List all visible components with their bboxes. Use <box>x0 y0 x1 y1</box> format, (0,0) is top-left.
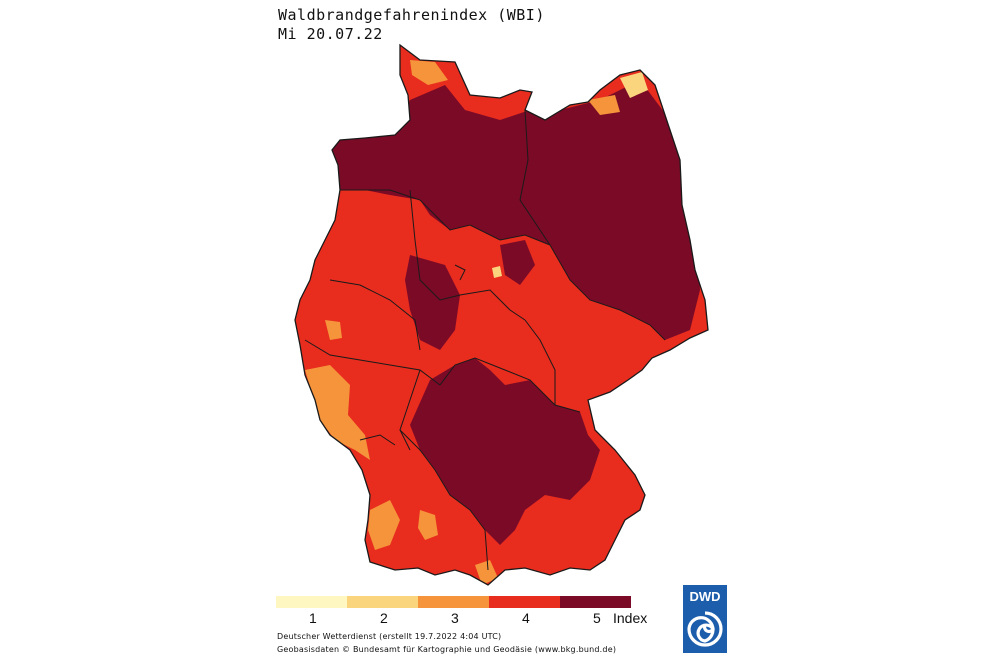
legend-swatch-2 <box>347 596 418 608</box>
legend-label-1: 1 <box>309 610 317 626</box>
map-title: Waldbrandgefahrenindex (WBI) <box>278 6 545 24</box>
legend-swatch-5 <box>560 596 631 608</box>
region-class-5-central <box>500 240 535 285</box>
region-class-3-rhein <box>325 320 342 340</box>
legend-label-5: 5 <box>593 610 601 626</box>
legend-label-4: 4 <box>522 610 530 626</box>
region-class-5-bavaria <box>410 358 600 545</box>
legend-unit: Index <box>613 610 648 626</box>
legend-swatch-3 <box>418 596 489 608</box>
germany-fire-danger-map <box>294 43 709 586</box>
region-class-3-blackforest <box>368 500 400 550</box>
region-class-3-alps <box>475 560 498 585</box>
region-class-5-west <box>405 255 460 350</box>
region-class-3-pomerania <box>588 95 620 115</box>
color-legend <box>276 596 631 608</box>
region-class-2-ruegen <box>620 72 648 98</box>
region-class-3-southwest <box>305 365 370 460</box>
dwd-swirl-icon <box>687 611 723 647</box>
legend-label-2: 2 <box>380 610 388 626</box>
legend-label-3: 3 <box>451 610 459 626</box>
dwd-logo: DWD <box>683 585 727 653</box>
region-class-2-central <box>492 266 502 278</box>
region-class-3-north <box>410 60 448 85</box>
legend-swatch-1 <box>276 596 347 608</box>
map-date: Mi 20.07.22 <box>278 25 383 43</box>
legend-swatch-4 <box>489 596 560 608</box>
credit-dwd: Deutscher Wetterdienst (erstellt 19.7.20… <box>277 632 502 641</box>
region-class-3-swabia <box>418 510 438 540</box>
region-class-5-north <box>330 80 700 340</box>
state-borders <box>304 109 666 571</box>
legend-labels: 1 2 3 4 5 Index <box>276 610 676 628</box>
country-outline <box>294 43 709 586</box>
credit-geodata: Geobasisdaten © Bundesamt für Kartograph… <box>277 645 617 654</box>
dwd-logo-text: DWD <box>689 589 721 604</box>
